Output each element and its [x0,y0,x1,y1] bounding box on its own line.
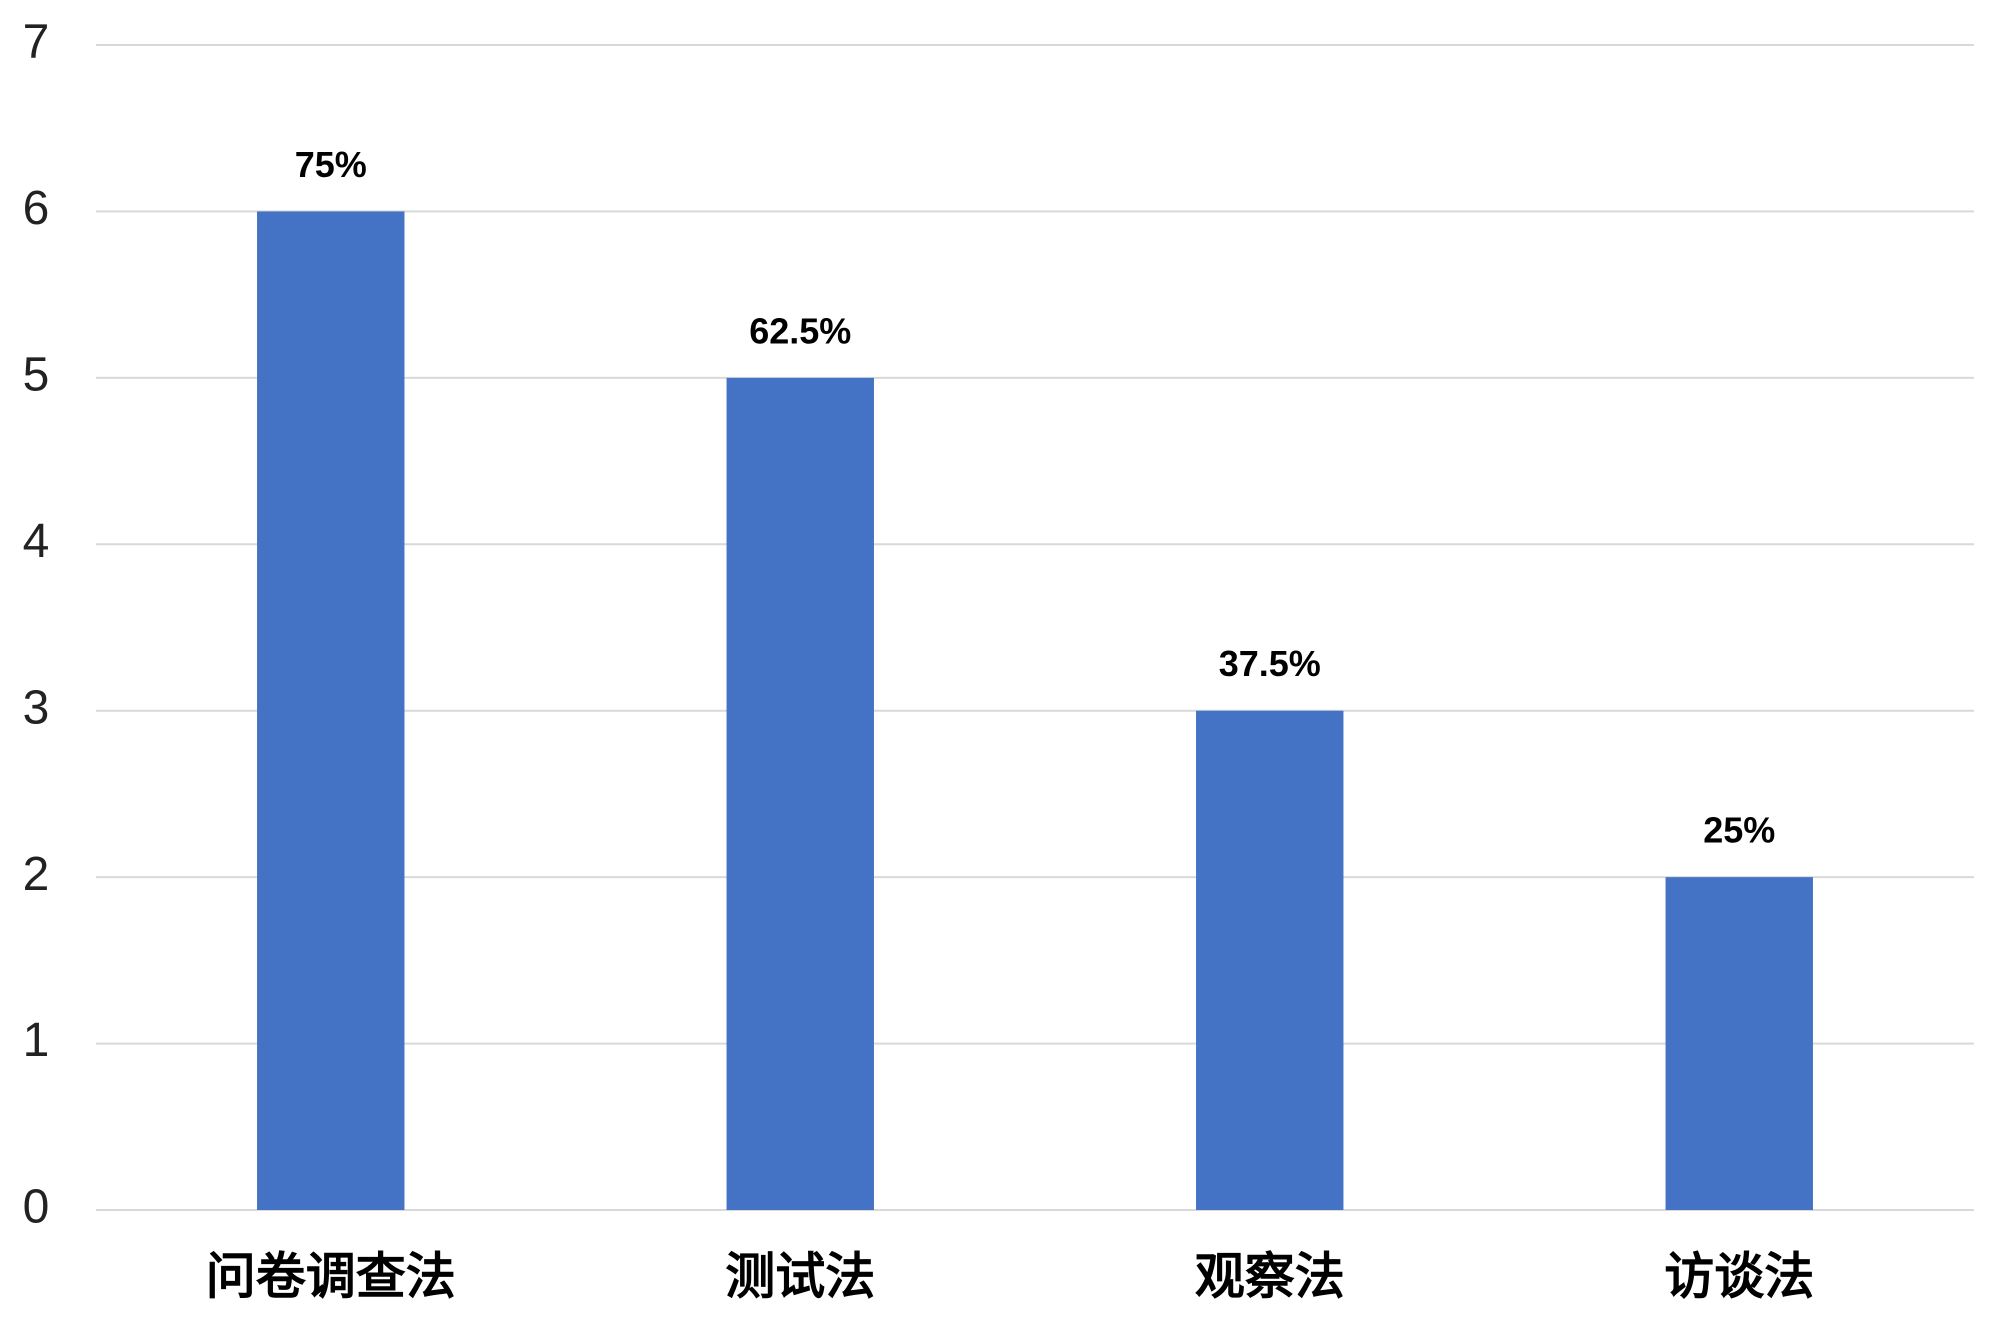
y-tick-label: 4 [23,515,50,568]
x-tick-label: 访谈法 [1664,1248,1814,1306]
y-tick-label: 6 [23,182,50,235]
bar [726,377,874,1210]
data-label: 62.5% [749,310,851,351]
data-label: 25% [1703,810,1775,851]
y-tick-label: 3 [23,681,50,734]
y-tick-label: 5 [23,349,50,402]
bar [1196,710,1344,1210]
bar [1665,877,1813,1210]
y-tick-label: 2 [23,848,50,901]
bar [257,211,405,1210]
data-label: 37.5% [1219,643,1321,684]
y-tick-label: 0 [23,1181,50,1234]
x-tick-label: 观察法 [1195,1248,1345,1306]
y-tick-label: 7 [23,16,50,69]
data-label: 75% [295,144,367,185]
x-tick-label: 测试法 [725,1248,875,1306]
y-tick-label: 1 [23,1014,50,1067]
x-tick-label: 问卷调查法 [206,1248,456,1306]
